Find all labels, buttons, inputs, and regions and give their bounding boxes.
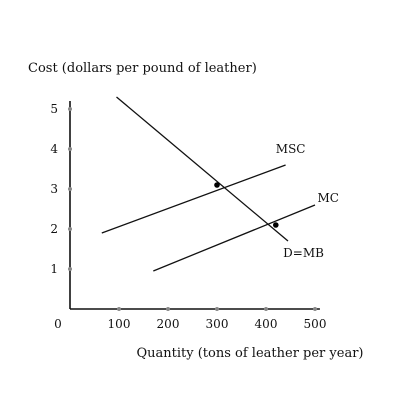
y-tick-mark [68,227,72,231]
x-tick-mark [117,307,121,311]
curve-msc [101,164,286,234]
x-tick-label: 0 [54,317,62,331]
axes [69,101,320,310]
x-tick-mark [166,307,170,311]
y-tick-label: 2 [50,222,58,236]
x-tick-label: 200 [157,317,180,331]
intersection-point [273,222,279,228]
y-tick-mark [68,147,72,151]
x-tick-label: 400 [255,317,278,331]
curve-label-msc: MSC [276,142,306,156]
x-tick-mark [264,307,268,311]
curve-label-d-mb: D=MB [283,246,324,260]
x-tick-label: 100 [108,317,131,331]
y-axis-title: Cost (dollars per pound of leather) [28,61,257,76]
ticks: 1 2 3 4 5 0 100 200 300 400 500 [50,102,326,331]
curves [101,96,316,272]
curve-label-mc: MC [317,191,338,205]
x-tick-label: 500 [304,317,327,331]
intersection-points [214,182,279,228]
curve-mc [153,204,316,272]
y-tick-mark [68,107,72,111]
x-axis-title: Quantity (tons of leather per year) [137,346,364,361]
y-tick-label: 4 [50,142,58,156]
y-tick-mark [68,267,72,271]
x-tick-label: 300 [206,317,229,331]
y-tick-mark [68,187,72,191]
y-tick-label: 1 [50,262,58,276]
intersection-point [214,182,220,188]
x-tick-mark [215,307,219,311]
y-tick-label: 3 [50,182,58,196]
curve-d-mb [116,96,289,242]
curve-labels: D=MB MSC MC [276,142,339,260]
x-tick-mark [313,307,317,311]
y-tick-label: 5 [50,102,58,116]
